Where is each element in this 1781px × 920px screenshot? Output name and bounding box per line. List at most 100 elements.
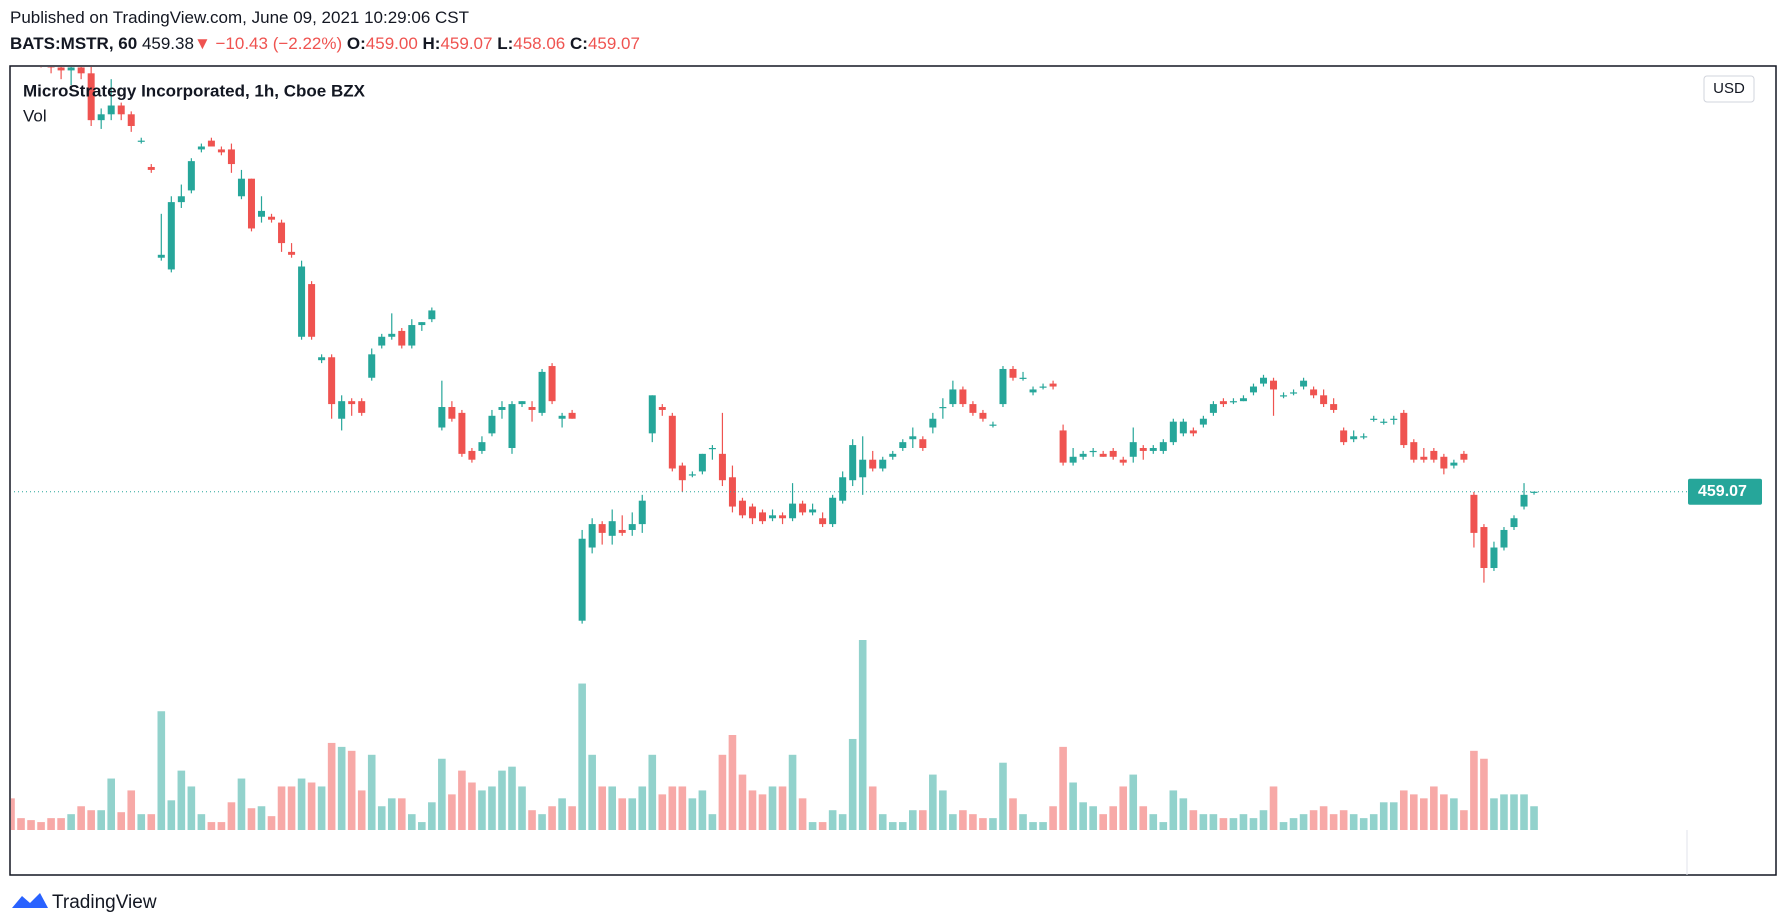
- volume-bar: [1450, 798, 1458, 830]
- volume-bar: [147, 814, 156, 830]
- volume-bar: [698, 790, 707, 830]
- candle-body: [478, 442, 486, 451]
- volume-bar: [347, 750, 356, 830]
- candle-body: [759, 512, 766, 522]
- candle-body: [979, 412, 987, 419]
- candle-body: [1510, 518, 1518, 528]
- candle-body: [227, 149, 235, 165]
- candle-body: [177, 196, 185, 203]
- volume-bar: [1470, 750, 1478, 830]
- volume-bar: [718, 754, 727, 830]
- candle-body: [237, 178, 245, 197]
- candle-body: [1430, 450, 1438, 460]
- candle-body: [879, 459, 887, 469]
- candle-body: [588, 524, 596, 548]
- candle-body: [1450, 462, 1458, 466]
- volume-bar: [798, 798, 807, 830]
- candle-body: [498, 407, 506, 410]
- volume-bar: [1259, 810, 1268, 830]
- candle-body: [1390, 418, 1398, 420]
- candle-body: [528, 407, 536, 410]
- ohlc-key: O:: [346, 34, 366, 53]
- candle-body: [1260, 377, 1267, 384]
- candle-body: [117, 105, 125, 115]
- candle-body: [308, 284, 316, 337]
- ohlc-value: 458.06: [513, 34, 566, 53]
- candle-body: [628, 524, 636, 530]
- candle-body: [769, 515, 777, 519]
- volume-bar: [418, 822, 426, 830]
- volume-bar: [588, 754, 596, 830]
- candle-body: [107, 105, 115, 115]
- candle-body: [368, 354, 376, 378]
- volume-bar: [277, 786, 286, 830]
- candle-body: [939, 407, 947, 409]
- candle-body: [1039, 386, 1047, 388]
- volume-bar: [738, 774, 747, 830]
- volume-bar: [408, 814, 416, 830]
- candle-body: [87, 73, 95, 121]
- candle-body: [558, 415, 566, 419]
- candle-body: [187, 161, 195, 191]
- candle-body: [538, 371, 546, 413]
- volume-bar: [1139, 806, 1148, 830]
- volume-bar: [1169, 790, 1178, 830]
- candle-body: [448, 407, 456, 419]
- candle-body: [1149, 448, 1157, 451]
- volume-bar: [1389, 802, 1398, 830]
- candle-body: [1500, 529, 1508, 548]
- candle-body: [1340, 430, 1348, 443]
- ohlc-key: H:: [422, 34, 441, 53]
- volume-bar: [768, 786, 777, 830]
- candle-body: [929, 418, 937, 428]
- candle-body: [207, 140, 215, 147]
- candle-body: [1069, 456, 1077, 463]
- candle-body: [598, 524, 606, 533]
- candle-body: [1350, 436, 1358, 440]
- candle-body: [127, 114, 135, 127]
- candle-body: [658, 407, 666, 410]
- candle-body: [889, 453, 897, 457]
- volume-label: Vol: [23, 106, 47, 125]
- volume-bar: [237, 778, 246, 830]
- volume-bar: [1059, 746, 1067, 830]
- volume-bar: [177, 770, 186, 830]
- volume-bar: [1530, 806, 1538, 830]
- volume-bar: [929, 774, 937, 830]
- volume-bar: [678, 786, 687, 830]
- volume-bar: [287, 786, 296, 830]
- candle-body: [1099, 453, 1107, 457]
- candle-body: [268, 216, 276, 220]
- candle-body: [688, 474, 696, 476]
- volume-bar: [468, 782, 476, 830]
- change: −10.43 (−2.22%): [215, 34, 343, 53]
- volume-bar: [1229, 818, 1238, 830]
- volume-bar: [1359, 818, 1368, 830]
- candle-body: [799, 503, 807, 513]
- candle-body: [1410, 442, 1418, 460]
- volume-bar: [1199, 814, 1208, 830]
- candle-body: [157, 254, 165, 258]
- marks: [11, 67, 1687, 830]
- currency: USD: [1713, 80, 1745, 97]
- candle-body: [1239, 398, 1247, 402]
- price: 459.38: [141, 34, 194, 53]
- volume-bar: [638, 786, 647, 830]
- candle-body: [718, 453, 726, 481]
- volume-bar: [1079, 802, 1087, 830]
- candle-body: [1460, 453, 1468, 460]
- candle-body: [1059, 430, 1067, 463]
- volume-bar: [1189, 810, 1198, 830]
- volume-bar: [888, 822, 897, 830]
- candle-body: [568, 412, 576, 419]
- candle-body: [1159, 442, 1167, 451]
- arrow: ▼: [193, 34, 211, 53]
- ohlc-values: O:459.00 H:459.07 L:458.06 C:459.07: [347, 34, 640, 53]
- volume-bar: [1019, 814, 1027, 830]
- volume-bar: [107, 778, 115, 830]
- volume-bar: [1410, 794, 1418, 830]
- frame: [9, 65, 1777, 876]
- volume-bar: [257, 806, 266, 830]
- volume-bar: [57, 818, 65, 830]
- candle-body: [1300, 380, 1308, 387]
